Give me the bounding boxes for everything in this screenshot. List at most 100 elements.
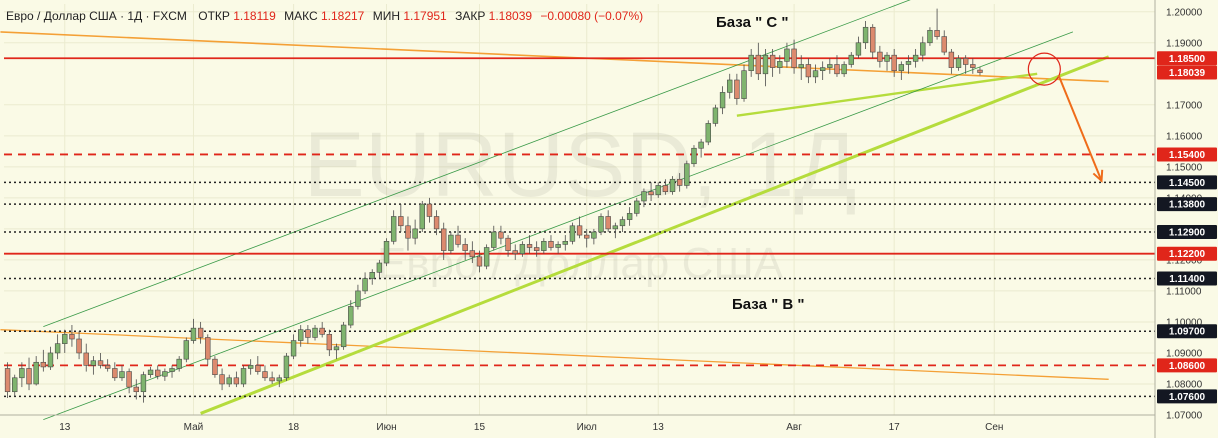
price-tag	[1157, 175, 1217, 190]
candle-body	[412, 228, 418, 239]
chart-header: Евро / Доллар США · 1Д · FXCM ОТКР 1.181…	[6, 9, 643, 23]
base-b-label: База " В "	[732, 296, 804, 313]
x-tick-label: 17	[889, 422, 901, 433]
price-tag	[1157, 324, 1217, 339]
candle-body	[841, 64, 847, 75]
candle-body	[119, 371, 125, 379]
candle-body	[441, 228, 447, 251]
candle-body	[712, 107, 719, 124]
grid	[4, 4, 1155, 416]
candle-body	[641, 191, 647, 202]
candle-body	[462, 244, 468, 251]
price-tag-label: 1.12900	[1169, 227, 1206, 238]
candle-body	[104, 365, 111, 369]
candle-body	[276, 377, 282, 382]
candle-body	[498, 231, 504, 239]
high-label: МАКС	[284, 9, 318, 23]
candle-body	[205, 337, 211, 360]
high-value: 1.18217	[321, 9, 365, 23]
candle-body	[548, 240, 554, 248]
price-tag-label: 1.12200	[1169, 249, 1206, 260]
candle-body	[147, 369, 154, 375]
candle-body	[927, 30, 933, 44]
candle-body	[676, 178, 683, 186]
price-tag	[1157, 271, 1217, 286]
candle-body	[226, 377, 232, 385]
close-label: ЗАКР	[455, 9, 485, 23]
candle-body	[340, 324, 347, 348]
candle-body	[584, 234, 590, 239]
candle-body	[319, 327, 325, 335]
price-tag	[1157, 389, 1217, 404]
x-tick-label: Сен	[985, 422, 1003, 433]
trendline	[200, 55, 1110, 415]
candle-body	[727, 79, 733, 93]
candle-body	[977, 69, 983, 73]
price-tag	[1157, 246, 1217, 261]
candle-body	[398, 216, 404, 227]
price-tag-label: 1.09700	[1169, 327, 1206, 338]
candle-body	[655, 185, 661, 196]
x-tick-label: 13	[653, 422, 665, 433]
x-tick-label: Авг	[786, 422, 802, 433]
price-tag-label: 1.13800	[1169, 200, 1206, 211]
candle-body	[83, 352, 89, 366]
open-label: ОТКР	[198, 9, 230, 23]
candle-body	[112, 368, 118, 379]
candle-body	[762, 54, 769, 75]
candle-body	[19, 368, 25, 379]
candle-body	[819, 67, 826, 71]
candle-body	[233, 377, 240, 385]
candle-body	[376, 262, 383, 273]
candle-body	[777, 61, 783, 68]
candle-body	[834, 64, 840, 75]
candle-body	[576, 225, 583, 236]
candle-body	[805, 64, 812, 78]
candle-body	[912, 54, 919, 62]
y-tick-label: 1.09000	[1166, 348, 1203, 359]
price-tag	[1157, 51, 1217, 66]
price-tag-label: 1.08600	[1169, 361, 1206, 372]
candle-body	[634, 200, 640, 214]
price-tag	[1157, 197, 1217, 212]
x-axis-ticks: 13 Май 18 Июн 15 Июл 13 Авг 17 Сен	[59, 422, 1003, 433]
candle-body	[219, 374, 225, 385]
candle-body	[791, 48, 797, 68]
candle-body	[626, 213, 633, 220]
candle-body	[97, 360, 104, 366]
candle-body	[62, 334, 68, 344]
candle-body	[855, 42, 862, 56]
candle-body	[741, 70, 747, 99]
markers	[1027, 52, 1104, 183]
close-value: 1.18039	[489, 9, 533, 23]
candle-body	[262, 371, 268, 379]
candle-body	[877, 51, 883, 62]
change-value: −0.00080 (−0.07%)	[540, 9, 643, 23]
candle-body	[698, 141, 704, 149]
projection-arrow-head	[1092, 169, 1104, 183]
candle-body	[90, 360, 97, 366]
candle-body	[605, 216, 611, 230]
candle-body	[419, 203, 425, 230]
candle-body	[691, 147, 697, 165]
candle-body	[505, 237, 511, 251]
svg-text:Евро / Доллар США · 1Д · FXCM: Евро / Доллар США · 1Д · FXCM ОТКР 1.181…	[6, 9, 643, 23]
price-axis: 1.200001.190001.170001.160001.150001.140…	[1154, 0, 1218, 438]
time-axis: 13 Май 18 Июн 15 Июл 13 Авг 17 Сен	[0, 414, 1155, 433]
candle-body	[455, 234, 461, 245]
candle-body	[298, 329, 304, 341]
candle-body	[905, 61, 912, 65]
candle-body	[884, 54, 890, 62]
candle-body	[183, 340, 190, 360]
candle-body	[348, 306, 354, 326]
x-tick-label: 15	[474, 422, 486, 433]
candle-body	[212, 358, 218, 375]
candle-body	[955, 57, 962, 68]
candle-body	[812, 70, 819, 78]
candle-body	[862, 26, 869, 44]
candle-body	[619, 219, 626, 227]
candle-body	[190, 327, 197, 341]
candle-body	[662, 185, 669, 192]
y-tick-label: 1.20000	[1166, 7, 1203, 18]
